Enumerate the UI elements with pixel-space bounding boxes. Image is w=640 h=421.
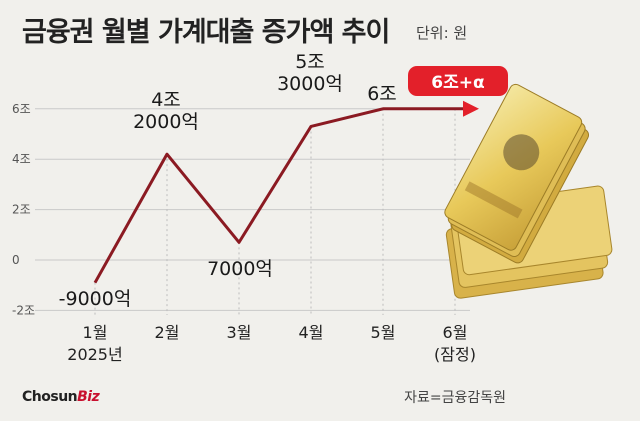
data-label: 7000억 (207, 258, 273, 280)
x-tick-label: 5월 (371, 323, 396, 342)
callout-badge (408, 66, 508, 96)
brand-main: Chosun (22, 389, 78, 405)
data-label: 3000억 (277, 73, 343, 95)
money-stack-image (444, 83, 613, 299)
y-tick-label: 0 (12, 253, 20, 267)
y-tick-label: -2조 (12, 303, 35, 317)
x-tick-label: 3월 (227, 323, 252, 342)
series-line (93, 107, 465, 284)
data-label: 2000억 (133, 111, 199, 133)
data-label: -9000억 (59, 288, 132, 310)
unit-label: 단위: 원 (416, 24, 468, 42)
x-tick-label: 4월 (299, 323, 324, 342)
data-label: 6조 (367, 83, 397, 105)
data-label: 5조 (295, 51, 325, 73)
brand-accent: Biz (77, 389, 100, 405)
data-label: 4조 (151, 89, 181, 111)
chart-title: 금융권 월별 가계대출 증가액 추이 (22, 17, 390, 48)
y-tick-label: 2조 (12, 203, 31, 217)
x-tick-label: 2월 (155, 323, 180, 342)
x-tick-label: 6월 (443, 323, 468, 342)
x-tick-sublabel: (잠정) (434, 345, 476, 364)
brand-logo: ChosunBiz (22, 389, 100, 405)
callout-label: 6조+α (431, 73, 484, 93)
arrow-head (463, 100, 479, 117)
y-tick-label: 6조 (12, 102, 31, 116)
x-tick-sublabel: 2025년 (67, 345, 122, 364)
x-tick-label: 1월 (83, 323, 108, 342)
y-tick-label: 4조 (12, 152, 31, 166)
source-label: 자료=금융감독원 (404, 390, 506, 406)
